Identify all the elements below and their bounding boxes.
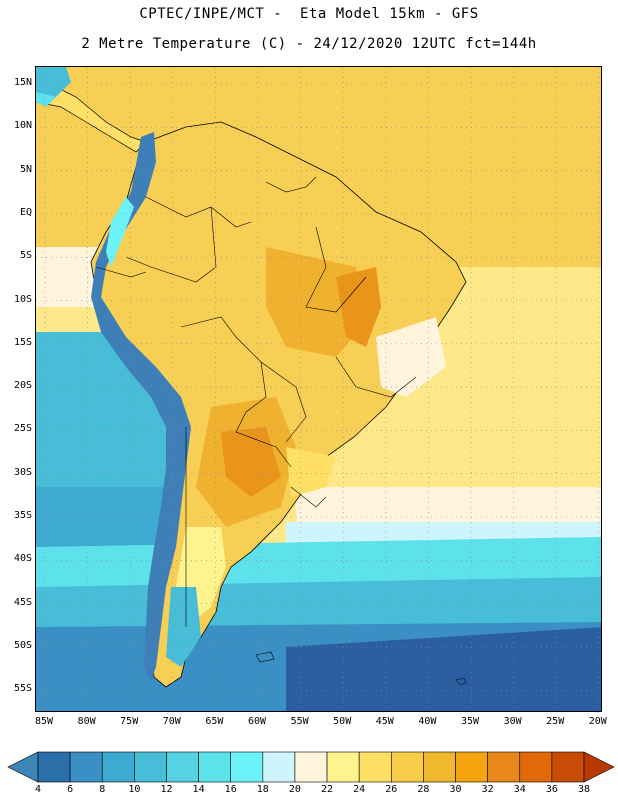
colorbar-swatch — [519, 751, 553, 783]
lon-label: 30W — [503, 716, 522, 727]
lat-label: 15N — [13, 77, 32, 88]
andes-cold-strip — [91, 132, 191, 682]
border-paraguay — [235, 396, 292, 468]
colorbar-tick-label: 30 — [449, 784, 462, 795]
colorbar-swatch — [69, 751, 103, 783]
temperature-map — [35, 66, 602, 712]
colorbar-swatch — [551, 751, 585, 783]
border-ecuador — [95, 266, 147, 278]
colorbar-tick-label: 34 — [513, 784, 526, 795]
lat-label: 20S — [13, 380, 32, 392]
map-subtitle: 2 Metre Temperature (C) - 24/12/2020 12U… — [81, 36, 537, 52]
colorbar-tick-label: 6 — [67, 784, 74, 795]
colorbar-high-arrow — [583, 751, 615, 783]
colorbar-swatch — [423, 751, 456, 783]
patagonia-cool — [166, 587, 201, 667]
central-america-land — [36, 76, 147, 153]
colorbar-swatch — [37, 751, 71, 783]
lat-label: 15S — [13, 336, 32, 348]
lat-label: 25S — [13, 423, 32, 435]
colorbar-swatch — [358, 751, 392, 783]
falkland-islands — [255, 651, 275, 663]
colorbar-swatch — [198, 751, 232, 783]
lat-label: 30S — [13, 466, 32, 478]
colorbar-tick-label: 24 — [353, 784, 366, 795]
colorbar-tick-label: 10 — [128, 784, 141, 795]
colorbar-swatch — [326, 751, 360, 783]
colorbar-tick-label: 4 — [34, 784, 42, 795]
colorbar-tick-label: 14 — [192, 784, 205, 795]
lat-label: 5N — [19, 163, 32, 175]
colombia-highlands — [106, 197, 134, 267]
colorbar-tick-label: 8 — [99, 784, 106, 795]
map-title: CPTEC/INPE/MCT - Eta Model 15km - GFS — [139, 6, 479, 22]
lon-label: 20W — [588, 716, 607, 727]
colorbar-swatch — [455, 751, 488, 783]
colorbar-swatch — [487, 751, 521, 783]
colorbar-low-arrow — [7, 751, 39, 783]
border-bolivia-brazil — [260, 361, 307, 443]
lon-label: 85W — [34, 716, 54, 727]
lat-label: 10S — [13, 293, 32, 305]
south-georgia-island — [455, 677, 467, 686]
colorbar-tick-label: 26 — [385, 784, 398, 795]
lat-label: 5S — [19, 250, 32, 262]
lon-label: 60W — [247, 716, 267, 727]
colorbar-swatch — [101, 751, 135, 783]
colorbar-tick-label: 36 — [545, 784, 558, 795]
colorbar-tick-label: 32 — [481, 784, 494, 795]
colorbar-tick-label: 22 — [321, 784, 334, 795]
country-borders — [95, 176, 417, 627]
colorbar-tick-label: 38 — [577, 784, 591, 795]
lat-label: 50S — [13, 639, 32, 651]
lat-label: 55S — [13, 683, 32, 695]
interior-hot-zone — [336, 267, 381, 347]
colorbar-tick-label: 12 — [160, 784, 173, 795]
ocean-atlantic-cream — [296, 487, 601, 522]
ocean-southern-cold — [286, 627, 601, 711]
colorbar-swatch — [230, 751, 264, 783]
lon-label: 45W — [375, 716, 394, 727]
lat-label: EQ — [19, 206, 32, 218]
colorbar-tick-label: 16 — [224, 784, 237, 795]
colorbar-swatch — [262, 751, 296, 783]
south-brazil-yellow — [286, 447, 336, 497]
lon-label: 70W — [162, 716, 181, 727]
lon-label: 55W — [290, 716, 309, 727]
lat-label: 10N — [13, 120, 32, 132]
lon-label: 50W — [333, 716, 352, 727]
colorbar-swatch — [166, 751, 199, 783]
map-canvas — [36, 67, 601, 711]
border-uruguay — [290, 486, 327, 508]
colorbar-swatch — [134, 751, 167, 783]
border-brazil-states-south — [335, 356, 417, 398]
colorbar-tick-label: 18 — [256, 784, 269, 795]
lon-label: 65W — [205, 716, 224, 727]
colorbar-swatch — [390, 751, 424, 783]
colorbar-swatch — [294, 751, 328, 783]
border-peru-bolivia — [180, 316, 267, 398]
colorbar-tick-label: 20 — [288, 784, 301, 795]
lat-label: 35S — [13, 510, 32, 521]
temperature-colorbar — [7, 751, 615, 783]
lat-label: 45S — [13, 596, 32, 608]
lon-label: 75W — [120, 716, 139, 727]
lon-label: 35W — [460, 716, 480, 727]
lat-label: 40S — [13, 553, 32, 565]
border-colombia-peru — [125, 206, 217, 283]
lon-label: 25W — [546, 716, 565, 727]
lon-label: 40W — [418, 716, 437, 727]
gulf-cool-patch — [36, 67, 71, 97]
border-guianas — [265, 176, 317, 193]
chaco-hot-zone — [221, 427, 281, 497]
lon-label: 80W — [77, 716, 96, 727]
colorbar-tick-label: 28 — [417, 784, 430, 795]
